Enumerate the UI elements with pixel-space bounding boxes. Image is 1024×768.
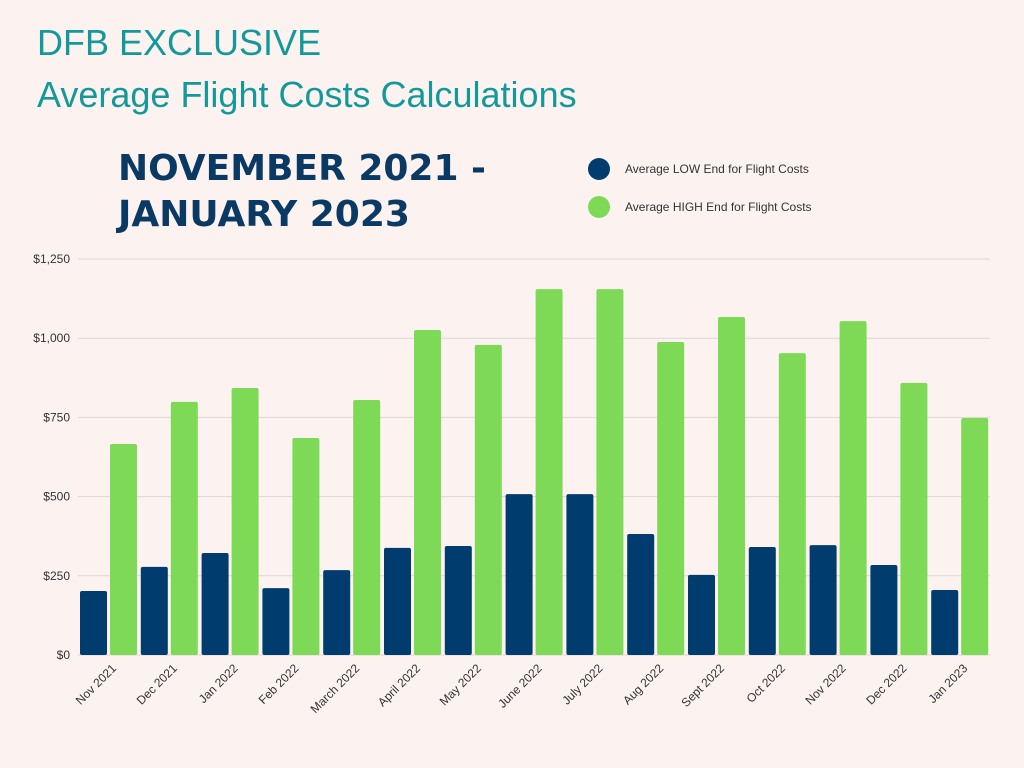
bar-high: [657, 342, 685, 655]
bar-high: [900, 382, 928, 655]
bar-high: [839, 321, 867, 655]
x-tick-label: May 2022: [437, 661, 484, 708]
header-title: DFB EXCLUSIVE: [37, 22, 322, 63]
y-tick-label: $750: [43, 410, 70, 424]
bar-high: [778, 353, 806, 655]
subtitle-line-1: NOVEMBER 2021 -: [118, 148, 486, 189]
bar-high: [353, 399, 381, 655]
x-tick-label: Jan 2022: [196, 661, 241, 706]
bar-high: [110, 444, 137, 655]
x-tick-label: Jan 2023: [925, 661, 970, 706]
x-tick-label: Sept 2022: [679, 661, 728, 710]
x-tick-label: Feb 2022: [256, 661, 302, 707]
bar-high: [535, 289, 563, 655]
bar-high: [961, 418, 989, 655]
bar-high: [170, 401, 198, 655]
bar-low: [688, 574, 715, 655]
x-tick-label: March 2022: [308, 661, 363, 716]
chart-title: Average Flight Costs Calculations: [37, 74, 577, 115]
x-tick-label: Dec 2022: [863, 661, 909, 707]
x-tick-label: Nov 2022: [802, 661, 848, 707]
bar-low: [748, 546, 776, 655]
subtitle-line-2: JANUARY 2023: [118, 194, 410, 235]
y-tick-label: $250: [43, 569, 70, 583]
legend: Average LOW End for Flight Costs Average…: [588, 150, 812, 226]
legend-item-high: Average HIGH End for Flight Costs: [588, 188, 812, 226]
bar-low: [566, 494, 594, 655]
y-tick-label: $500: [43, 490, 70, 504]
bar-low: [931, 590, 959, 655]
x-tick-label: Nov 2021: [73, 661, 119, 707]
legend-label-high: Average HIGH End for Flight Costs: [625, 200, 812, 214]
bar-low: [627, 533, 655, 655]
x-tick-label: July 2022: [559, 661, 605, 707]
x-tick-label: April 2022: [375, 661, 423, 709]
date-range-subtitle: NOVEMBER 2021 - JANUARY 2023: [118, 146, 486, 238]
bar-low: [384, 547, 411, 655]
legend-label-low: Average LOW End for Flight Costs: [625, 162, 809, 176]
y-tick-label: $1,250: [33, 252, 70, 266]
bar-low: [140, 566, 168, 655]
bar-low: [201, 552, 229, 655]
bar-high: [231, 387, 259, 655]
legend-item-low: Average LOW End for Flight Costs: [588, 150, 812, 188]
bar-low: [80, 591, 107, 655]
bar-low: [323, 570, 351, 655]
bar-low: [870, 565, 898, 655]
y-tick-label: $0: [57, 648, 71, 662]
bar-high: [292, 437, 320, 655]
x-tick-label: Aug 2022: [620, 661, 666, 707]
bar-low: [262, 588, 290, 655]
bar-low: [505, 494, 533, 655]
y-tick-label: $1,000: [33, 331, 70, 345]
bar-low: [809, 545, 837, 655]
x-tick-label: Oct 2022: [744, 661, 789, 706]
bar-low: [444, 546, 472, 655]
bar-high: [414, 329, 441, 655]
x-tick-label: June 2022: [495, 661, 545, 711]
x-tick-label: Dec 2021: [134, 661, 180, 707]
legend-swatch-high: [588, 196, 610, 218]
bar-high: [474, 344, 502, 655]
bar-high: [596, 289, 624, 655]
bar-high: [718, 316, 745, 655]
legend-swatch-low: [588, 158, 610, 180]
